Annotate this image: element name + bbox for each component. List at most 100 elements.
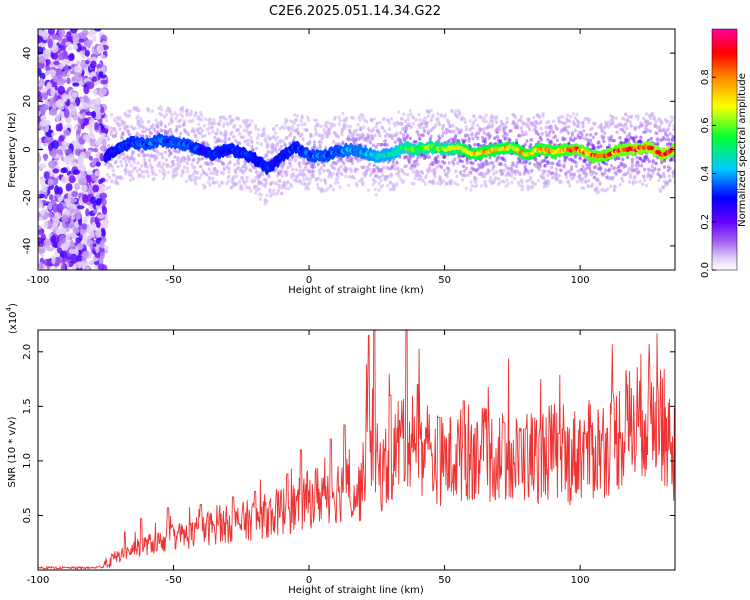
spectrogram-halo-cell: [174, 117, 178, 121]
spectrogram-halo-cell: [314, 130, 318, 135]
spectrogram-halo-cell: [193, 165, 197, 170]
spectrogram-halo-cell: [283, 142, 287, 147]
spectrogram-halo-cell: [344, 174, 348, 179]
spectrogram-halo-cell: [306, 115, 310, 120]
spectrogram-halo-cell: [246, 118, 250, 123]
spectrogram-halo-cell: [599, 122, 603, 127]
spectrogram-halo-cell: [372, 117, 376, 121]
spectrogram-halo-cell: [278, 178, 282, 183]
spectrogram-halo-cell: [182, 121, 187, 126]
spectrogram-halo-cell: [277, 183, 281, 188]
spectrogram-halo-cell: [470, 133, 474, 137]
spectrogram-halo-cell: [361, 181, 365, 186]
spectrogram-halo-cell: [302, 158, 306, 162]
spectrogram-halo-cell: [268, 188, 272, 192]
spectrogram-halo-cell: [265, 193, 269, 198]
spectrogram-halo-cell: [254, 124, 258, 128]
spectrogram-noise-cell: [95, 204, 102, 210]
spectrogram-halo-cell: [502, 180, 506, 184]
spectrogram-halo-cell: [555, 138, 559, 143]
spectrogram-halo-cell: [648, 121, 652, 126]
spectrogram-halo-cell: [355, 183, 359, 188]
spectrogram-halo-cell: [475, 183, 479, 188]
spectrogram-halo-cell: [567, 131, 571, 135]
spectrogram-halo-cell: [429, 108, 433, 112]
spectrogram-halo-cell: [161, 155, 165, 160]
spectrogram-halo-cell: [582, 128, 586, 133]
spectrogram-halo-cell: [365, 168, 369, 173]
spectrogram-halo-cell: [265, 199, 269, 204]
spectrogram-halo-cell: [672, 127, 675, 132]
spectrogram-halo-cell: [280, 174, 284, 178]
spectrogram-halo-cell: [559, 168, 563, 173]
spectrogram-halo-cell: [228, 154, 232, 159]
spectrogram-halo-cell: [345, 166, 349, 171]
spectrogram-halo-cell: [248, 122, 252, 127]
spectrogram-halo-cell: [332, 166, 337, 171]
spectrogram-noise-cell: [38, 146, 43, 151]
spectrogram-halo-cell: [202, 124, 207, 128]
spectrogram-halo-cell: [146, 119, 151, 124]
spectrogram-halo-cell: [226, 179, 230, 184]
spectrogram-halo-cell: [249, 130, 253, 135]
spectrogram-halo-cell: [548, 161, 552, 165]
spectrogram-halo-cell: [278, 140, 282, 144]
spectrogram-halo-cell: [114, 131, 118, 136]
spectrogram-halo-cell: [257, 187, 262, 192]
spectrogram-halo-cell: [169, 130, 173, 135]
spectrogram-noise-cell: [94, 112, 102, 120]
spectrogram-halo-cell: [634, 180, 638, 184]
spectrogram-noise-cell: [58, 29, 66, 38]
spectrogram-halo-cell: [628, 120, 633, 125]
spectrogram-halo-cell: [263, 202, 267, 206]
spectrogram-noise-cell: [39, 120, 47, 127]
spectrogram-noise-cell: [64, 148, 73, 155]
spectrogram-halo-cell: [382, 117, 386, 121]
spectrogram-halo-cell: [121, 132, 125, 136]
spectrogram-halo-cell: [291, 155, 295, 159]
spectrogram-halo-cell: [588, 117, 592, 122]
spectrogram-halo-cell: [642, 174, 646, 179]
spectrogram-halo-cell: [463, 138, 467, 143]
spectrogram-halo-cell: [337, 122, 341, 126]
spectrogram-halo-cell: [232, 174, 236, 179]
spectrogram-halo-cell: [285, 170, 289, 174]
spectrogram-halo-cell: [650, 164, 654, 169]
spectrogram-halo-cell: [144, 134, 149, 139]
spectrogram-halo-cell: [603, 131, 607, 136]
spectrogram-halo-cell: [255, 146, 259, 151]
spectrogram-halo-cell: [662, 165, 667, 169]
spectrogram-halo-cell: [625, 119, 630, 123]
spectrogram-halo-cell: [571, 112, 576, 116]
spectrogram-halo-cell: [367, 128, 372, 133]
spectrogram-halo-cell: [322, 163, 326, 167]
spectrogram-halo-cell: [242, 128, 246, 133]
spectrogram-halo-cell: [314, 118, 318, 122]
spectrogram-halo-cell: [181, 109, 185, 113]
spectrogram-halo-cell: [505, 116, 509, 121]
spectrogram-halo-cell: [245, 175, 249, 180]
spectrogram-halo-cell: [603, 171, 607, 176]
spectrogram-halo-cell: [378, 134, 382, 138]
spectrogram-halo-cell: [482, 116, 486, 121]
spectrogram-halo-cell: [557, 173, 561, 178]
spectrogram-noise-cell: [65, 202, 72, 208]
spectrogram-halo-cell: [628, 172, 633, 177]
spectrogram-halo-cell: [326, 120, 330, 125]
spectrogram-halo-cell: [164, 158, 169, 162]
spectrogram-halo-cell: [581, 124, 585, 129]
spectrogram-halo-cell: [492, 171, 496, 176]
spectrogram-halo-cell: [499, 168, 503, 173]
spectrogram-halo-cell: [557, 159, 561, 164]
spectrogram-halo-cell: [188, 174, 192, 178]
spectrogram-halo-cell: [301, 169, 305, 173]
spectrogram-halo-cell: [246, 138, 250, 143]
spectrogram-halo-cell: [236, 128, 241, 132]
spectrogram-halo-cell: [333, 115, 337, 120]
spectrogram-halo-cell: [362, 165, 366, 170]
spectrogram-noise-cell: [43, 49, 51, 55]
spectrogram-noise-cell: [50, 51, 59, 60]
spectrogram-noise-cell: [61, 214, 69, 223]
spectrogram-halo-cell: [655, 131, 659, 136]
spectrogram-halo-cell: [200, 128, 205, 133]
